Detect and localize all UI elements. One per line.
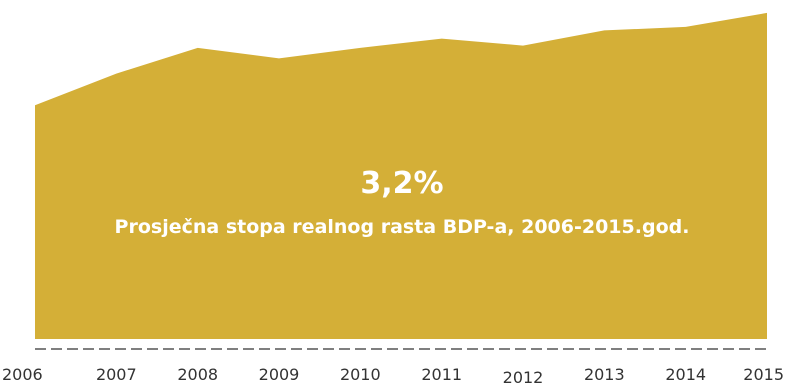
x-tick-2007: 2007	[96, 365, 137, 384]
x-axis-ticks: 2006 2007 2008 2009 2010 2011 2012 2013 2014 2015	[2, 365, 784, 387]
average-growth-caption: Prosječna stopa realnog rasta BDP-a, 200…	[115, 216, 690, 238]
x-tick-2015: 2015	[743, 365, 784, 384]
average-growth-value: 3,2%	[360, 166, 443, 201]
x-tick-2009: 2009	[259, 365, 300, 384]
x-tick-2014: 2014	[665, 365, 706, 384]
gdp-area	[35, 12, 767, 340]
x-tick-2006: 2006	[2, 365, 43, 384]
x-tick-2011: 2011	[421, 365, 462, 384]
x-tick-2012: 2012	[503, 368, 544, 387]
area-layer	[35, 12, 767, 340]
x-tick-2008: 2008	[177, 365, 218, 384]
x-tick-2013: 2013	[584, 365, 625, 384]
x-tick-2010: 2010	[340, 365, 381, 384]
